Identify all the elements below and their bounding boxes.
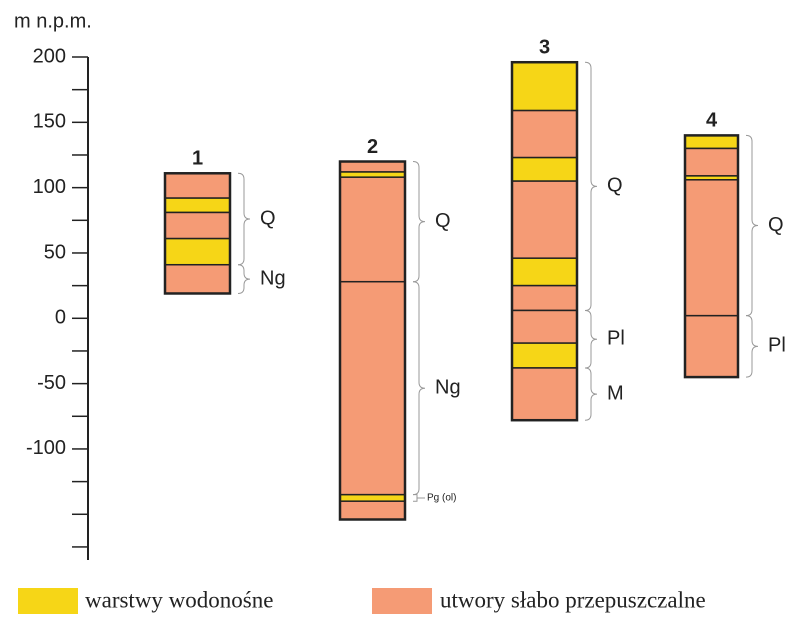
- bracket-label: Q: [768, 214, 784, 236]
- bracket: [412, 281, 426, 496]
- bracket-label: Pg (ol): [427, 493, 456, 504]
- layer: [339, 160, 406, 173]
- layer: [339, 493, 406, 502]
- layer: [511, 284, 578, 312]
- layer: [684, 314, 739, 378]
- bracket: [584, 367, 598, 421]
- tick-label: 50: [44, 241, 66, 263]
- bracket: [745, 315, 759, 378]
- bracket: [237, 264, 251, 294]
- layer: [339, 171, 406, 178]
- legend-label: utwory słabo przepuszczalne: [440, 587, 706, 612]
- layer: [164, 237, 231, 266]
- column-label: 2: [367, 136, 378, 158]
- bracket-label: M: [607, 382, 624, 404]
- bracket: [412, 161, 426, 283]
- tick-label: 100: [33, 176, 66, 198]
- bracket-label: Q: [607, 175, 623, 197]
- bracket: [413, 494, 425, 502]
- column-label: 4: [706, 110, 718, 132]
- layer: [684, 179, 739, 317]
- layer: [511, 367, 578, 421]
- legend-swatch: [18, 588, 78, 614]
- bracket-label: Q: [260, 207, 276, 229]
- column-label: 3: [539, 37, 550, 59]
- layer: [511, 257, 578, 287]
- layer: [164, 172, 231, 199]
- layer: [164, 263, 231, 295]
- layer: [511, 109, 578, 159]
- column-outline: [338, 160, 407, 521]
- layer: [164, 211, 231, 240]
- legend-swatch: [372, 588, 432, 614]
- layer: [511, 309, 578, 344]
- tick-label: 150: [33, 111, 66, 133]
- layer: [511, 61, 578, 112]
- layer: [684, 147, 739, 177]
- column-outline: [683, 134, 740, 379]
- axis-label: m n.p.m.: [14, 10, 92, 32]
- bracket-label: Q: [435, 210, 451, 232]
- tick-label: 0: [55, 307, 66, 329]
- layer: [164, 197, 231, 214]
- tick-label: 200: [33, 45, 66, 67]
- layer: [339, 280, 406, 496]
- bracket: [745, 134, 759, 317]
- column-outline: [163, 172, 232, 295]
- bracket: [237, 172, 251, 266]
- bracket-label: Ng: [260, 267, 286, 289]
- tick-label: -100: [26, 437, 66, 459]
- legend-label: warstwy wodonośne: [85, 587, 273, 612]
- layer: [511, 180, 578, 259]
- bracket-label: Ng: [435, 376, 461, 398]
- layer: [684, 134, 739, 150]
- layer: [511, 342, 578, 369]
- column-outline: [510, 60, 579, 422]
- bracket-label: Pl: [607, 327, 625, 349]
- bracket: [584, 61, 598, 311]
- bracket: [584, 309, 598, 369]
- bracket-label: Pl: [768, 335, 786, 357]
- layer: [511, 156, 578, 182]
- layer: [339, 176, 406, 283]
- layer: [339, 500, 406, 521]
- tick-label: -50: [37, 372, 66, 394]
- column-label: 1: [192, 148, 203, 170]
